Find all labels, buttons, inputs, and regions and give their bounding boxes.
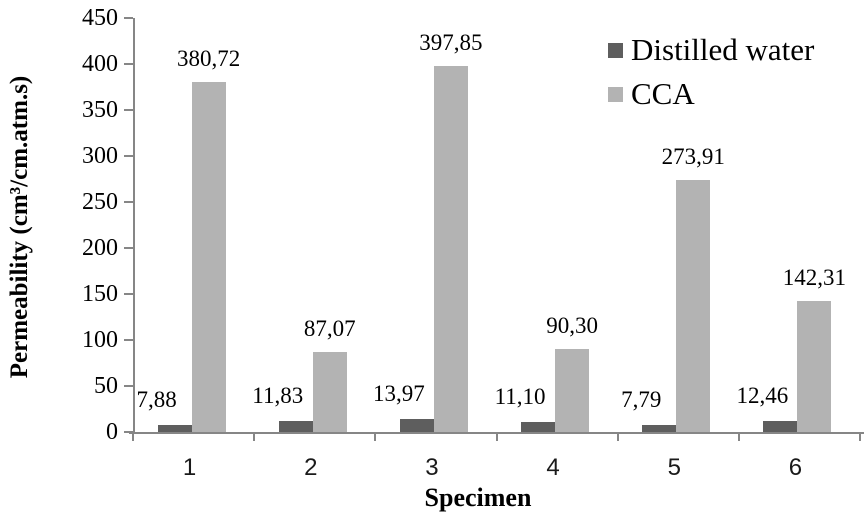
data-label: 380,72 (176, 45, 241, 71)
x-tick (859, 432, 861, 441)
x-tick (616, 432, 619, 441)
bar-cca (312, 351, 347, 432)
bar-distilled-water (399, 419, 434, 432)
y-tick (124, 385, 133, 387)
x-axis-title: Specimen (424, 483, 532, 512)
legend-item-distilled-water: Distilled water (608, 28, 814, 72)
y-tick-label: 0 (106, 419, 118, 445)
y-tick (124, 109, 133, 111)
bar-cca (191, 81, 226, 432)
y-tick (124, 63, 133, 65)
legend-swatch (608, 86, 623, 102)
x-tick-label: 4 (546, 454, 560, 481)
y-tick-label: 200 (82, 235, 118, 261)
bar-distilled-water (157, 424, 192, 432)
y-tick-label: 150 (82, 281, 118, 307)
y-tick-label: 100 (82, 327, 118, 353)
data-label: 90,30 (546, 312, 598, 338)
data-label: 142,31 (782, 265, 847, 291)
x-tick (132, 432, 134, 441)
x-tick-label: 5 (667, 454, 681, 481)
x-tick-label: 1 (182, 454, 197, 481)
data-label: 87,07 (303, 315, 356, 341)
bar-distilled-water (642, 424, 677, 432)
y-tick (124, 431, 133, 433)
y-axis-title: Permeability (cm³/cm.atm.s) (6, 75, 33, 379)
y-tick-label: 250 (82, 189, 118, 215)
bar-cca (433, 65, 468, 432)
x-tick (374, 432, 377, 441)
x-tick-label: 2 (304, 454, 318, 481)
x-tick-label: 6 (788, 454, 803, 481)
y-tick-label: 50 (94, 373, 118, 399)
x-tick (253, 432, 256, 441)
data-label: 11,83 (252, 383, 304, 409)
bar-distilled-water (278, 421, 313, 432)
y-tick (124, 293, 133, 295)
legend: Distilled water CCA (608, 28, 814, 116)
y-tick-label: 450 (82, 5, 118, 31)
y-tick-label: 350 (82, 97, 118, 123)
y-tick (124, 17, 133, 19)
legend-label: CCA (631, 76, 695, 111)
y-tick (124, 201, 133, 203)
data-label: 7,88 (136, 386, 177, 412)
bar-cca (555, 348, 590, 432)
data-label: 13,97 (373, 381, 425, 407)
bar-cca (797, 301, 832, 432)
y-tick (124, 339, 133, 341)
data-label: 273,91 (661, 144, 725, 169)
data-label: 11,10 (494, 383, 546, 409)
data-label: 397,85 (419, 29, 483, 55)
bar-distilled-water (763, 420, 798, 432)
y-axis-line (133, 18, 135, 434)
y-tick-label: 400 (82, 51, 118, 77)
legend-label: Distilled water (631, 32, 815, 67)
x-tick-label: 3 (425, 454, 439, 481)
data-label: 7,79 (621, 386, 662, 412)
data-label: 12,46 (736, 382, 789, 408)
x-tick (495, 432, 498, 441)
y-tick (124, 155, 133, 157)
bar-distilled-water (521, 421, 556, 432)
x-tick (737, 432, 740, 441)
legend-swatch (608, 42, 623, 58)
y-tick-label: 300 (82, 143, 118, 169)
bar-cca (676, 180, 711, 432)
legend-item-cca: CCA (608, 72, 814, 116)
y-tick (124, 247, 133, 249)
